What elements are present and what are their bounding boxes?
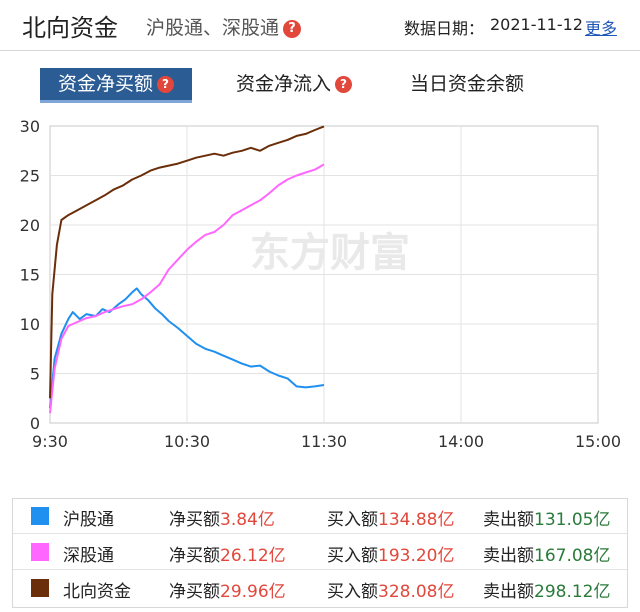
tab-net-inflow-label: 资金净流入	[236, 73, 332, 95]
more-link[interactable]: 更多	[585, 19, 618, 38]
legend-net: 净买额29.96亿	[169, 577, 286, 602]
buy-label: 买入额	[327, 510, 378, 530]
series-line-sgt	[49, 163, 325, 414]
net-label: 净买额	[169, 510, 220, 530]
page-subtitle: 沪股通、深股通?	[146, 13, 302, 40]
net-value: 3.84亿	[220, 510, 275, 530]
legend-buy: 买入额134.88亿	[327, 505, 454, 530]
legend-row-sgt: 深股通 净买额26.12亿 买入额193.20亿 卖出额167.08亿	[13, 535, 627, 570]
legend-sell: 卖出额131.05亿	[483, 505, 610, 530]
buy-value: 193.20亿	[378, 546, 455, 566]
sell-label: 卖出额	[483, 546, 534, 566]
tab-net-buy-label: 资金净买额	[58, 73, 154, 95]
tab-net-buy[interactable]: 资金净买额?	[40, 68, 193, 103]
buy-value: 134.88亿	[378, 510, 455, 530]
x-tick-label: 15:00	[575, 432, 621, 451]
legend-sell: 卖出额167.08亿	[483, 541, 610, 566]
x-tick-label: 11:30	[301, 432, 347, 451]
buy-value: 328.08亿	[378, 582, 455, 602]
x-tick-label: 9:30	[32, 432, 68, 451]
tab-bar: 资金净买额? 资金净流入? 当日资金余额	[0, 68, 640, 104]
date-label: 数据日期：	[404, 19, 485, 38]
series-line-hgt	[49, 287, 325, 409]
legend-row-hgt: 沪股通 净买额3.84亿 买入额134.88亿 卖出额131.05亿	[13, 499, 627, 534]
help-icon[interactable]: ?	[283, 19, 302, 38]
tab-daily-balance-label: 当日资金余额	[410, 73, 525, 95]
sell-label: 卖出额	[483, 510, 534, 530]
net-value: 29.96亿	[220, 582, 286, 602]
y-tick-label: 20	[20, 216, 40, 235]
legend-name: 深股通	[63, 546, 114, 566]
legend-name: 沪股通	[63, 510, 114, 530]
series-line-north	[49, 125, 325, 399]
legend-sell: 卖出额298.12亿	[483, 577, 610, 602]
sell-label: 卖出额	[483, 582, 534, 602]
sell-value: 298.12亿	[534, 582, 611, 602]
legend-swatch-hgt	[31, 507, 49, 525]
y-tick-label: 10	[20, 315, 40, 334]
y-tick-label: 5	[30, 365, 40, 384]
sell-value: 167.08亿	[534, 546, 611, 566]
watermark-text: 东方财富	[250, 230, 410, 276]
y-tick-label: 15	[20, 266, 40, 285]
page-header: 北向资金 沪股通、深股通? 数据日期： 2021-11-12 更多	[0, 0, 640, 51]
y-tick-label: 25	[20, 167, 40, 186]
legend-swatch-north	[31, 579, 49, 597]
y-tick-label: 0	[30, 414, 40, 433]
subtitle-text: 沪股通、深股通	[146, 17, 280, 39]
sell-value: 131.05亿	[534, 510, 611, 530]
tab-net-inflow[interactable]: 资金净流入?	[236, 68, 353, 100]
chart-legend: 沪股通 净买额3.84亿 买入额134.88亿 卖出额131.05亿 深股通 净…	[12, 498, 628, 608]
y-tick-label: 30	[20, 117, 40, 136]
legend-net: 净买额26.12亿	[169, 541, 286, 566]
legend-row-north: 北向资金 净买额29.96亿 买入额328.08亿 卖出额298.12亿	[13, 571, 627, 605]
x-tick-label: 10:30	[164, 432, 210, 451]
legend-name: 北向资金	[63, 582, 131, 602]
net-buy-chart: 东方财富 0 5 10 15 20 25 30 9:30 10:30 11:30 14:00 15:00	[20, 117, 621, 451]
page-title: 北向资金	[22, 14, 118, 42]
net-label: 净买额	[169, 582, 220, 602]
tab-daily-balance[interactable]: 当日资金余额	[410, 68, 524, 100]
date-value: 2021-11-12	[490, 15, 583, 34]
help-icon[interactable]: ?	[157, 76, 175, 93]
help-icon[interactable]: ?	[335, 76, 353, 93]
legend-buy: 买入额328.08亿	[327, 577, 454, 602]
legend-net: 净买额3.84亿	[169, 505, 275, 530]
x-tick-label: 14:00	[438, 432, 484, 451]
buy-label: 买入额	[327, 546, 378, 566]
net-label: 净买额	[169, 546, 220, 566]
legend-swatch-sgt	[31, 543, 49, 561]
net-value: 26.12亿	[220, 546, 286, 566]
buy-label: 买入额	[327, 582, 378, 602]
legend-buy: 买入额193.20亿	[327, 541, 454, 566]
